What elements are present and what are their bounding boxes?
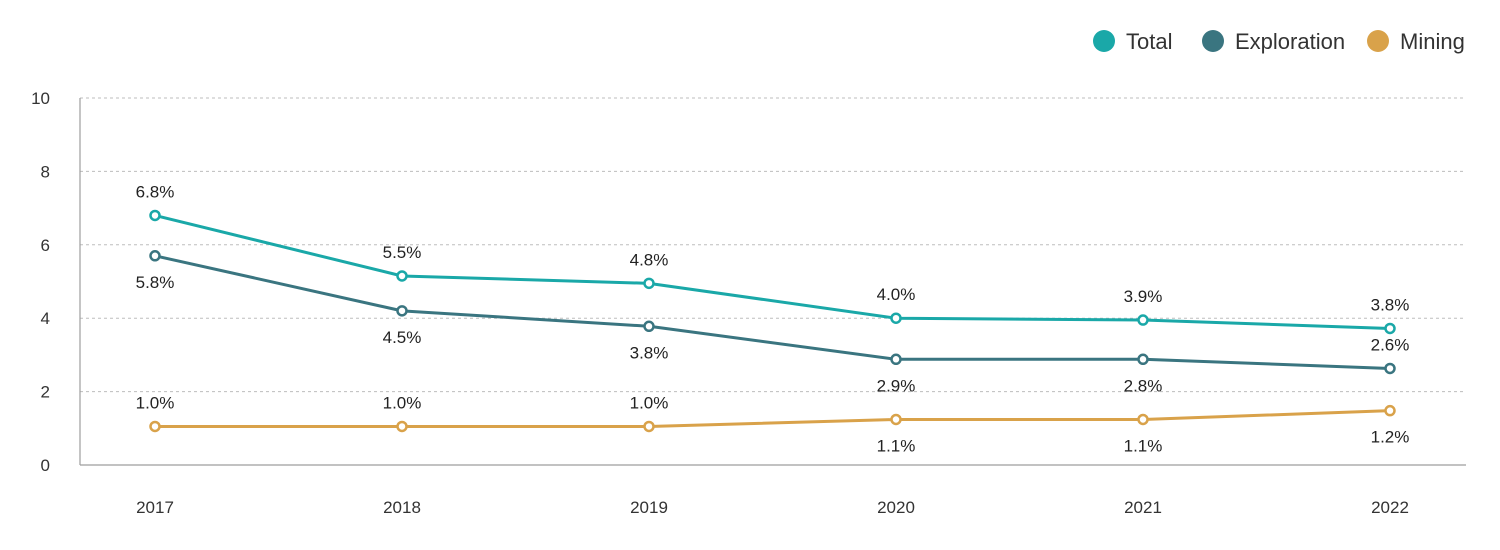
legend-label-total: Total <box>1126 29 1172 54</box>
data-point-mining <box>890 413 902 426</box>
data-label-total: 3.8% <box>1371 295 1410 314</box>
data-point-total <box>643 277 655 290</box>
data-label-exploration: 5.8% <box>136 273 175 292</box>
legend-swatch-mining <box>1367 30 1389 52</box>
data-point-total <box>149 209 161 222</box>
series-line-total <box>153 213 1392 330</box>
data-point-mining <box>643 420 655 433</box>
y-tick-label: 8 <box>41 162 50 181</box>
y-tick-label: 6 <box>41 236 50 255</box>
legend-swatch-exploration <box>1202 30 1224 52</box>
x-tick-label: 2021 <box>1124 498 1162 517</box>
y-tick-label: 2 <box>41 383 50 402</box>
data-point-total <box>1137 314 1149 326</box>
data-label-mining: 1.2% <box>1371 428 1410 447</box>
x-tick-label: 2019 <box>630 498 668 517</box>
data-label-mining: 1.1% <box>1124 436 1163 455</box>
data-point-total <box>396 270 408 282</box>
data-label-exploration: 2.6% <box>1371 335 1410 354</box>
data-point-mining <box>1137 413 1149 426</box>
data-label-total: 6.8% <box>136 182 175 201</box>
data-point-exploration <box>643 320 655 333</box>
y-axis-ticks: 0 2 4 6 8 10 <box>31 89 50 475</box>
x-tick-label: 2018 <box>383 498 421 517</box>
x-axis-ticks: 2017 2018 2019 2020 2021 2022 <box>136 498 1409 517</box>
data-label-total: 3.9% <box>1124 287 1163 306</box>
data-label-mining: 1.1% <box>877 436 916 455</box>
data-label-mining: 1.0% <box>630 393 669 412</box>
data-label-mining: 1.0% <box>136 393 175 412</box>
axes <box>79 98 1466 466</box>
data-label-total: 4.0% <box>877 285 916 304</box>
data-label-exploration: 3.8% <box>630 343 669 362</box>
data-point-exploration <box>890 353 902 366</box>
data-point-mining <box>149 420 161 433</box>
series-line-exploration <box>153 254 1392 370</box>
legend-swatch-total <box>1093 30 1115 52</box>
x-tick-label: 2020 <box>877 498 915 517</box>
x-tick-label: 2022 <box>1371 498 1409 517</box>
data-point-total <box>890 312 902 324</box>
data-label-mining: 1.0% <box>383 393 422 412</box>
legend-label-mining: Mining <box>1400 29 1465 54</box>
data-label-exploration: 2.8% <box>1124 376 1163 395</box>
series-group <box>149 209 1396 433</box>
data-point-exploration <box>1137 353 1149 366</box>
legend-label-exploration: Exploration <box>1235 29 1345 54</box>
legend: Total Exploration Mining <box>1093 29 1465 54</box>
data-label-total: 4.8% <box>630 250 669 269</box>
data-point-total <box>1384 322 1396 335</box>
grid-lines <box>80 97 1466 393</box>
series-line-mining <box>153 409 1392 428</box>
y-tick-label: 0 <box>41 456 50 475</box>
y-tick-label: 10 <box>31 89 50 108</box>
y-tick-label: 4 <box>41 309 50 328</box>
data-point-exploration <box>1384 362 1396 375</box>
data-point-mining <box>1384 404 1396 417</box>
data-label-exploration: 2.9% <box>877 376 916 395</box>
data-point-exploration <box>396 305 408 317</box>
data-label-exploration: 4.5% <box>383 328 422 347</box>
x-tick-label: 2017 <box>136 498 174 517</box>
data-labels: 6.8% 5.5% 4.8% 4.0% 3.9% 3.8% 5.8% 4.5% 3.8% 2.9%… <box>136 182 1410 455</box>
data-point-exploration <box>149 250 161 262</box>
data-label-total: 5.5% <box>383 243 422 262</box>
data-point-mining <box>396 420 408 433</box>
